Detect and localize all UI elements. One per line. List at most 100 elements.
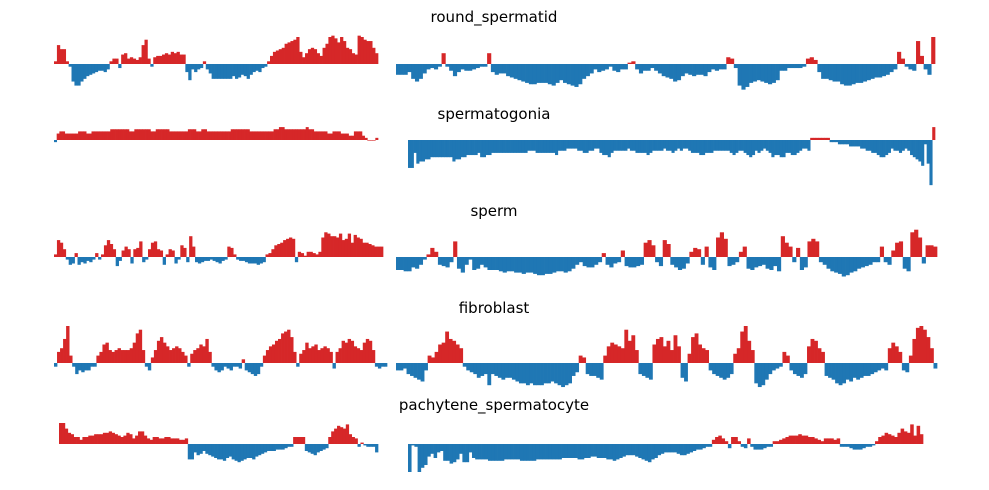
bar-positive bbox=[327, 133, 331, 140]
bar-positive bbox=[142, 129, 146, 140]
bar-positive bbox=[919, 326, 924, 363]
bar-negative bbox=[498, 64, 503, 74]
bar-negative bbox=[505, 140, 509, 153]
bar-positive bbox=[74, 253, 78, 257]
bar-positive bbox=[441, 342, 446, 363]
bar-negative bbox=[529, 444, 534, 461]
bar-positive bbox=[303, 129, 307, 140]
bar-negative bbox=[753, 444, 758, 450]
bar-negative bbox=[674, 140, 678, 151]
bar-positive bbox=[97, 434, 101, 444]
bar-positive bbox=[368, 340, 373, 363]
bar-negative bbox=[260, 444, 265, 454]
bar-positive bbox=[274, 245, 278, 257]
bar-negative bbox=[669, 64, 674, 79]
bar-positive bbox=[704, 246, 709, 257]
bar-negative bbox=[235, 363, 240, 367]
bar-positive bbox=[380, 246, 384, 257]
bar-positive bbox=[919, 434, 924, 444]
bar-positive bbox=[91, 131, 95, 140]
bar-negative bbox=[671, 140, 675, 153]
bar-positive bbox=[824, 137, 828, 140]
bar-negative bbox=[660, 444, 665, 454]
bar-positive bbox=[270, 131, 274, 140]
bar-negative bbox=[407, 257, 412, 272]
bar-positive bbox=[79, 439, 83, 444]
bar-negative bbox=[446, 444, 450, 461]
bar-negative bbox=[272, 444, 276, 451]
bar-negative bbox=[203, 257, 208, 261]
bar-positive bbox=[912, 338, 917, 363]
bar-positive bbox=[162, 54, 166, 64]
bar-positive bbox=[179, 131, 183, 140]
bar-negative bbox=[582, 140, 586, 153]
bar-positive bbox=[155, 129, 159, 140]
bar-positive bbox=[241, 129, 245, 140]
bar-negative bbox=[237, 64, 242, 78]
bar-positive bbox=[328, 437, 332, 444]
bar-negative bbox=[494, 363, 499, 376]
bar-positive bbox=[91, 435, 95, 444]
bar-positive bbox=[69, 355, 73, 363]
bar-positive bbox=[335, 131, 339, 140]
bar-positive bbox=[220, 131, 224, 140]
bar-negative bbox=[228, 444, 233, 457]
bar-positive bbox=[445, 331, 450, 363]
bar-negative bbox=[214, 444, 218, 458]
bar-negative bbox=[418, 64, 423, 79]
bar-positive bbox=[246, 129, 250, 140]
bar-negative bbox=[396, 363, 400, 371]
bar-negative bbox=[724, 140, 728, 151]
bar-negative bbox=[275, 444, 279, 450]
bar-positive bbox=[807, 241, 812, 257]
bar-negative bbox=[564, 363, 569, 386]
bar-positive bbox=[900, 428, 905, 444]
bar-positive bbox=[631, 335, 636, 363]
bar-positive bbox=[222, 131, 226, 140]
bar-negative bbox=[191, 64, 195, 70]
bar-negative bbox=[721, 140, 725, 151]
bar-positive bbox=[344, 342, 348, 363]
bar-segment-2 bbox=[408, 127, 936, 186]
bar-negative bbox=[223, 363, 227, 367]
bar-positive bbox=[919, 55, 924, 64]
bar-positive bbox=[308, 348, 312, 363]
bar-negative bbox=[590, 257, 595, 268]
bar-negative bbox=[803, 257, 808, 268]
bar-negative bbox=[771, 140, 775, 158]
bar-negative bbox=[444, 140, 448, 158]
bar-negative bbox=[682, 140, 686, 149]
bar-negative bbox=[462, 444, 466, 463]
bar-negative bbox=[849, 257, 854, 273]
bar-negative bbox=[864, 257, 869, 267]
bar-positive bbox=[372, 140, 376, 141]
bar-positive bbox=[348, 49, 353, 64]
bar-positive bbox=[377, 246, 381, 257]
bar-negative bbox=[906, 257, 911, 272]
bar-negative bbox=[849, 363, 854, 382]
bar-positive bbox=[606, 346, 611, 363]
bar-negative bbox=[475, 444, 479, 460]
bar-positive bbox=[286, 238, 290, 257]
bar-negative bbox=[525, 64, 530, 83]
bar-positive bbox=[780, 236, 785, 257]
bar-positive bbox=[170, 438, 174, 444]
bar-negative bbox=[193, 444, 197, 453]
bar-negative bbox=[433, 444, 438, 458]
bar-negative bbox=[618, 140, 622, 151]
bar-positive bbox=[365, 242, 369, 257]
bar-positive bbox=[670, 350, 674, 363]
bar-negative bbox=[776, 257, 782, 272]
bar-negative bbox=[887, 257, 892, 265]
bar-negative bbox=[472, 257, 477, 270]
bar-positive bbox=[691, 337, 695, 363]
bar-negative bbox=[529, 363, 534, 384]
bar-negative bbox=[514, 257, 519, 273]
bar-positive bbox=[70, 434, 74, 444]
bar-negative bbox=[880, 363, 885, 369]
bar-positive bbox=[374, 246, 378, 257]
bar-negative bbox=[855, 64, 860, 83]
bar-positive bbox=[290, 41, 294, 64]
bar-negative bbox=[743, 140, 747, 153]
bar-negative bbox=[568, 363, 572, 384]
